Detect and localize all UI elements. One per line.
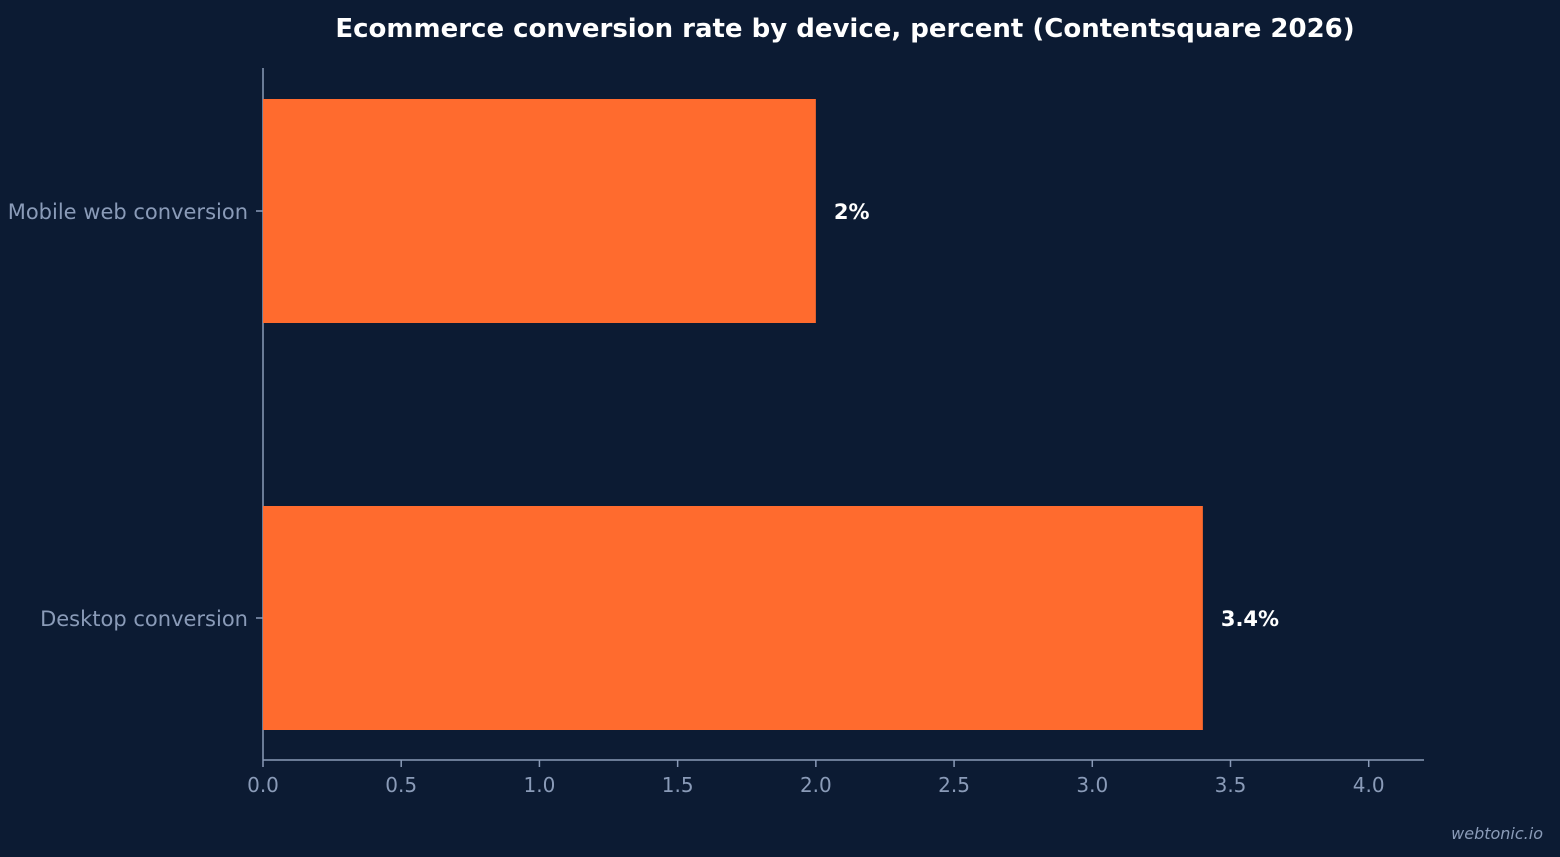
watermark: webtonic.io [1451, 824, 1543, 843]
x-tick-label: 0.5 [385, 773, 417, 797]
plot-area: 0.0 0.5 1.0 1.5 2.0 2.5 3.0 3.5 4.0 Mobile web co… [8, 68, 1424, 797]
data-label: 2% [834, 200, 870, 224]
chart-title: Ecommerce conversion rate by device, per… [335, 14, 1354, 44]
x-tick-label: 3.5 [1215, 773, 1247, 797]
x-tick-label: 2.0 [800, 773, 832, 797]
category-label: Mobile web conversion [8, 200, 248, 224]
x-tick-label: 4.0 [1353, 773, 1385, 797]
x-tick-label: 1.0 [524, 773, 556, 797]
x-tick-label: 0.0 [247, 773, 279, 797]
x-tick-label: 1.5 [662, 773, 694, 797]
x-tick-label: 2.5 [938, 773, 970, 797]
data-label: 3.4% [1221, 607, 1279, 631]
bar [263, 99, 816, 323]
category-label: Desktop conversion [40, 607, 248, 631]
x-tick-label: 3.0 [1076, 773, 1108, 797]
bar [263, 506, 1203, 730]
